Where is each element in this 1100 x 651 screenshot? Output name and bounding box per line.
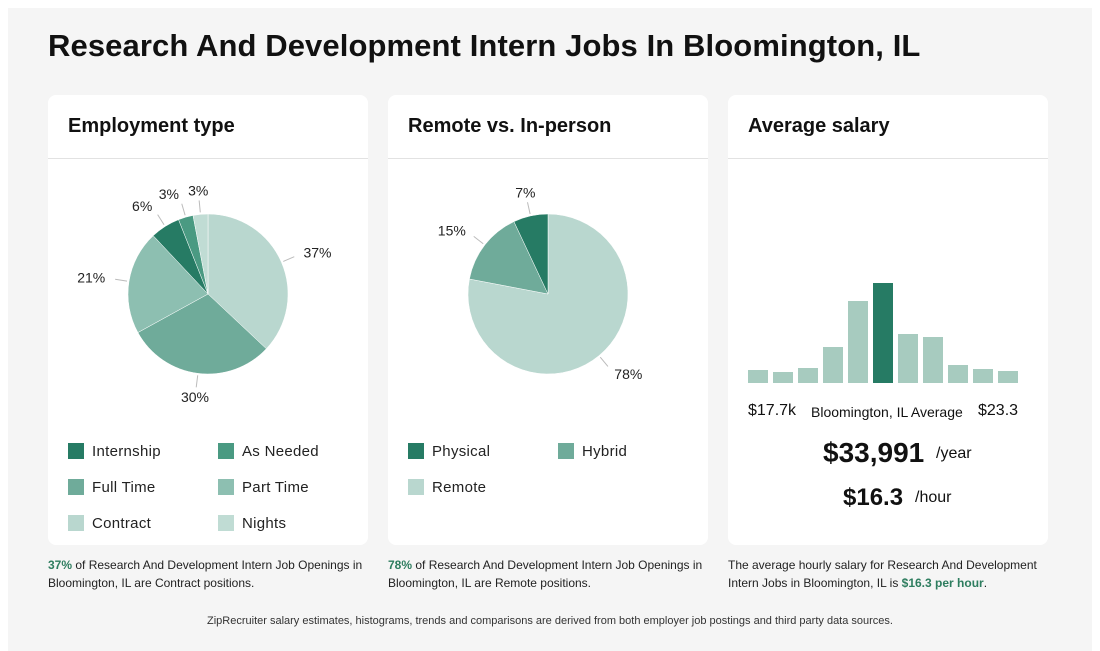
salary-note-text: The average hourly salary for Research A… — [728, 558, 1037, 590]
legend-swatch — [218, 479, 234, 495]
pie-leader-line — [195, 375, 199, 388]
pie-leader-line — [599, 356, 609, 367]
legend-label: Remote — [432, 478, 487, 496]
pie-label-full-time: 21% — [77, 270, 105, 286]
legend-item-internship: Internship — [68, 441, 161, 461]
legend-label: Hybrid — [582, 442, 628, 460]
legend-label: Part Time — [242, 478, 309, 496]
legend-item-part-time: Part Time — [218, 477, 309, 497]
average-salary-title: Average salary — [748, 115, 890, 137]
legend-label: Full Time — [92, 478, 156, 496]
legend-swatch — [408, 443, 424, 459]
histogram-bar — [973, 369, 993, 383]
histogram-bar — [848, 301, 868, 383]
card-divider — [388, 158, 708, 159]
employment-type-title: Employment type — [68, 115, 235, 137]
salary-yearly-unit: /year — [936, 445, 972, 462]
pie-label-as-needed: 3% — [159, 186, 179, 202]
employment-note-text: of Research And Development Intern Job O… — [48, 558, 363, 590]
pie-leader-line — [283, 256, 295, 262]
legend-swatch — [68, 515, 84, 531]
histogram-bar-average — [873, 283, 893, 383]
employment-pie-chart: 37% 30% 21% 6% 3% 3% — [77, 182, 331, 405]
salary-histogram — [748, 283, 1018, 383]
salary-max-label: $23.3 — [978, 402, 1019, 419]
card-divider — [728, 158, 1048, 159]
legend-swatch — [68, 443, 84, 459]
salary-hourly-unit: /hour — [915, 489, 952, 506]
salary-note-end: . — [983, 576, 988, 590]
remote-vs-in-person-title: Remote vs. In-person — [408, 115, 612, 137]
histogram-bar — [748, 370, 768, 383]
pie-leader-line — [198, 200, 201, 213]
pie-slice-physical — [513, 213, 549, 295]
pie-label-physical: 7% — [515, 185, 535, 201]
pie-label-internship: 6% — [132, 198, 152, 214]
pie-slice-nights — [192, 213, 209, 295]
legend-swatch — [558, 443, 574, 459]
pie-slice-part-time — [137, 293, 267, 375]
legend-label: Contract — [92, 514, 152, 532]
legend-item-as-needed: As Needed — [218, 441, 319, 461]
legend-item-contract: Contract — [68, 513, 151, 533]
salary-note: The average hourly salary for Research A… — [728, 556, 1048, 592]
remote-note-text: of Research And Development Intern Job O… — [388, 558, 703, 590]
histogram-bar — [998, 371, 1018, 383]
legend-label: Physical — [432, 442, 491, 460]
pie-label-nights: 3% — [188, 182, 208, 198]
histogram-bar — [948, 365, 968, 383]
salary-center-label: Bloomington, IL Average — [811, 404, 963, 420]
pie-leader-line — [181, 203, 186, 216]
legend-label: Internship — [92, 442, 161, 460]
salary-note-highlight: $16.3 per hour — [901, 576, 984, 590]
pie-slice-hybrid — [469, 221, 549, 295]
histogram-bar — [823, 347, 843, 383]
legend-item-nights: Nights — [218, 513, 286, 533]
pie-slice-full-time — [127, 235, 209, 333]
card-divider — [48, 158, 368, 159]
remote-note-percent: 78% — [388, 558, 413, 572]
histogram-bar — [923, 337, 943, 383]
histogram-bar — [898, 334, 918, 383]
remote-vs-in-person-card: Remote vs. In-person 78% 15% 7% Physical H… — [388, 95, 708, 545]
legend-swatch — [218, 515, 234, 531]
average-salary-card: Average salary $17.7k Bloomington, IL Av… — [728, 95, 1048, 545]
footer-disclaimer: ZipRecruiter salary estimates, histogram… — [207, 615, 893, 627]
legend-item-physical: Physical — [408, 441, 490, 461]
histogram-bar — [798, 368, 818, 383]
legend-swatch — [408, 479, 424, 495]
pie-label-contract: 37% — [303, 245, 331, 261]
pie-label-part-time: 30% — [181, 389, 209, 405]
employment-type-card: Employment type 37% 30% 21% 6% 3% 3% Internsh… — [48, 95, 368, 545]
page-title: Research And Development Intern Jobs In … — [48, 28, 921, 63]
pie-slice-contract — [207, 213, 289, 350]
legend-label: As Needed — [242, 442, 319, 460]
legend-item-remote: Remote — [408, 477, 486, 497]
pie-label-hybrid: 15% — [438, 222, 466, 238]
legend-item-full-time: Full Time — [68, 477, 156, 497]
pie-leader-line — [115, 278, 128, 282]
employment-note: 37% of Research And Development Intern J… — [48, 556, 368, 592]
pie-leader-line — [157, 214, 165, 226]
remote-pie-chart: 78% 15% 7% — [438, 185, 643, 383]
pie-label-remote: 78% — [614, 366, 642, 382]
pie-leader-line — [473, 235, 484, 245]
legend-item-hybrid: Hybrid — [558, 441, 627, 461]
salary-yearly-value: $33,991 — [823, 437, 925, 468]
salary-min-label: $17.7k — [748, 402, 797, 419]
employment-note-percent: 37% — [48, 558, 73, 572]
legend-swatch — [68, 479, 84, 495]
legend-swatch — [218, 443, 234, 459]
pie-leader-line — [527, 202, 531, 215]
salary-hourly-value: $16.3 — [843, 484, 904, 511]
remote-note: 78% of Research And Development Intern J… — [388, 556, 708, 592]
histogram-bar — [773, 372, 793, 383]
legend-label: Nights — [242, 514, 287, 532]
